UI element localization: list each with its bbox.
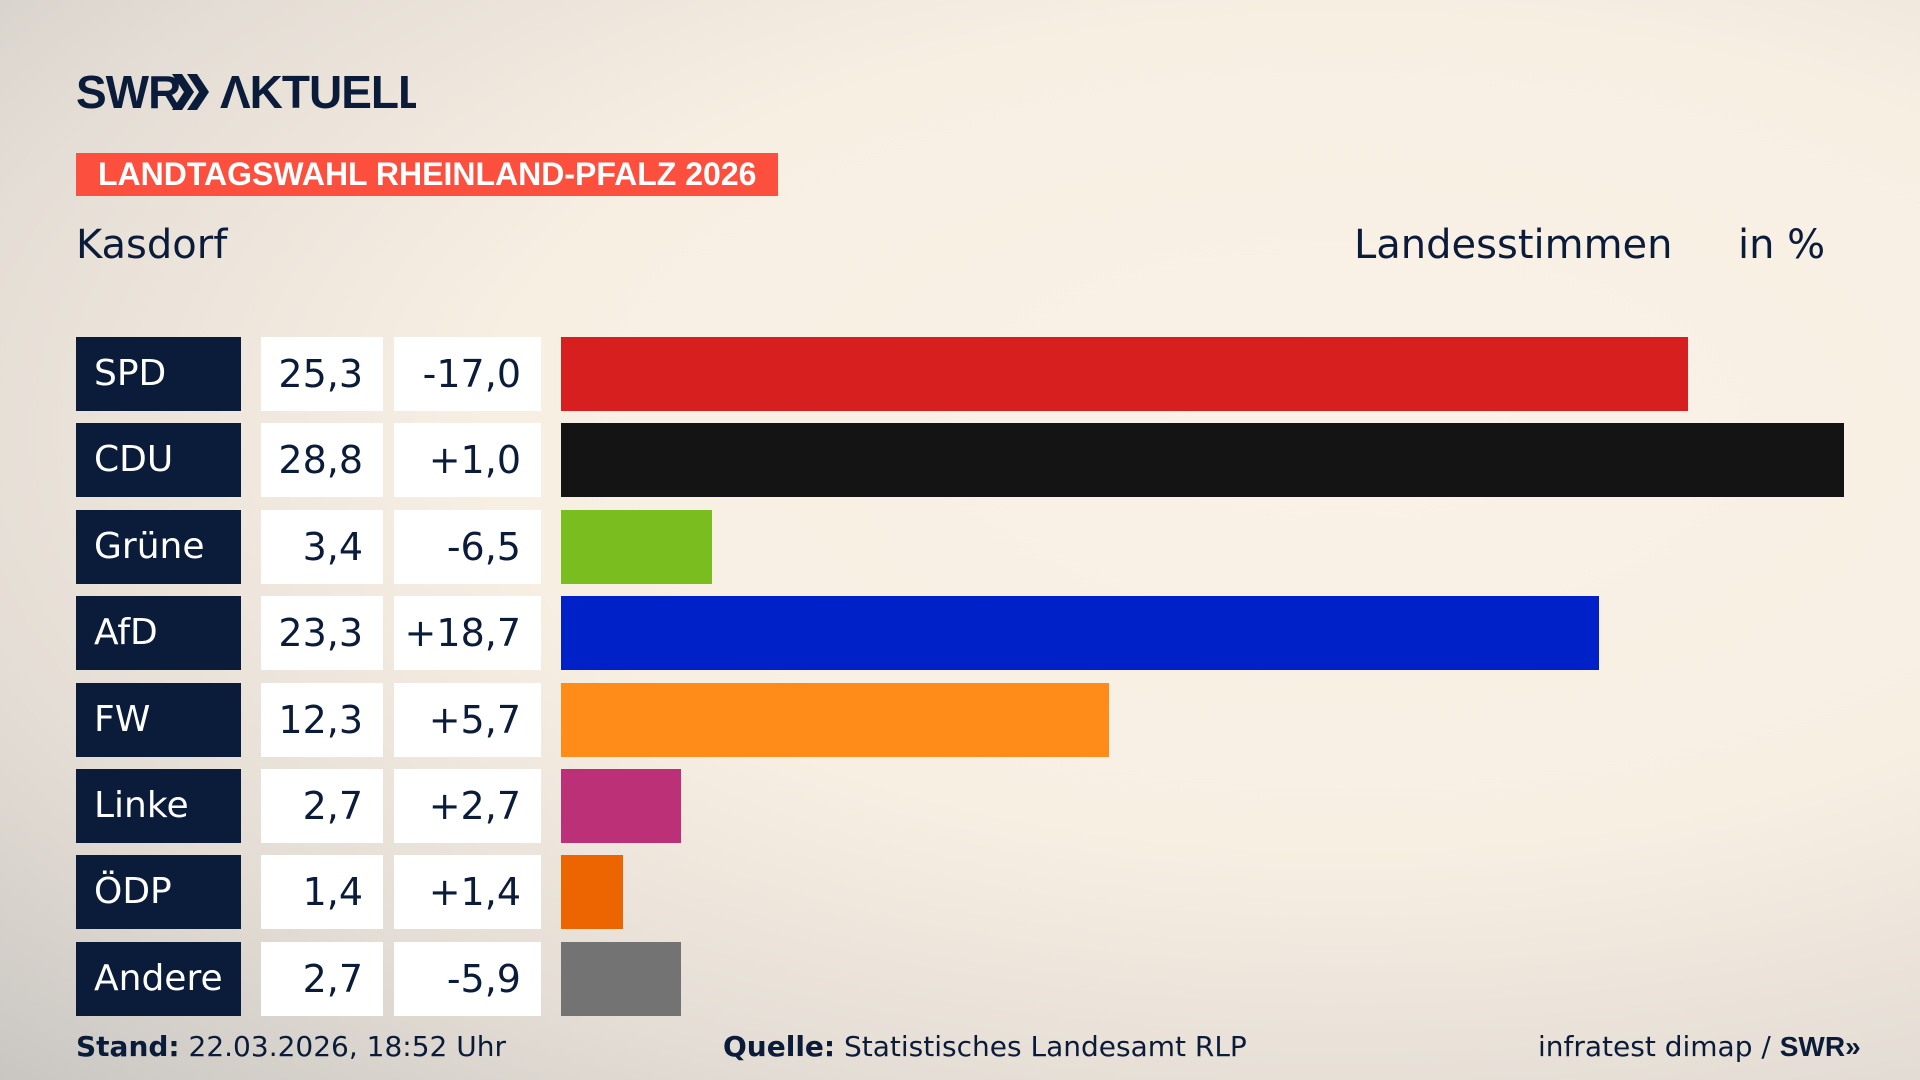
swr-aktuell-logo-graphic: SWR ΛKTUELL xyxy=(76,68,416,114)
change-label: -17,0 xyxy=(394,337,541,411)
stand-value: 22.03.2026, 18:52 Uhr xyxy=(188,1030,506,1063)
swr-footer-logo-text: SWR xyxy=(1779,1031,1846,1062)
vote-share-label: 28,8 xyxy=(261,423,383,498)
credit: infratest dimap / SWR» xyxy=(1538,1030,1861,1063)
election-banner: LANDTAGSWAHL RHEINLAND-PFALZ 2026 xyxy=(76,153,779,196)
change-label: -6,5 xyxy=(394,509,541,584)
vote-share-label: 2,7 xyxy=(261,941,383,1016)
party-label: Andere xyxy=(76,941,241,1016)
svg-text:ΛKTUELL: ΛKTUELL xyxy=(220,68,416,114)
result-bar xyxy=(561,509,713,584)
change-label: +18,7 xyxy=(394,596,541,671)
party-label: Grüne xyxy=(76,509,241,584)
change-label: +5,7 xyxy=(394,682,541,757)
swr-footer-logo: SWR» xyxy=(1779,1031,1861,1062)
change-label: -5,9 xyxy=(394,941,541,1016)
vote-share-label: 25,3 xyxy=(261,337,383,411)
source-value: Statistisches Landesamt RLP xyxy=(844,1030,1247,1063)
party-label: Linke xyxy=(76,769,241,843)
party-label: CDU xyxy=(76,423,241,498)
vote-share-label: 1,4 xyxy=(261,855,383,930)
result-bar xyxy=(561,855,624,930)
vote-type-label: Landesstimmen xyxy=(1354,222,1673,268)
location-title: Kasdorf xyxy=(76,222,228,268)
source-label: Quelle: xyxy=(723,1030,836,1063)
party-label: AfD xyxy=(76,596,241,671)
party-label: ÖDP xyxy=(76,855,241,930)
vote-share-label: 23,3 xyxy=(261,596,383,671)
result-bar xyxy=(561,941,682,1016)
svg-text:SWR: SWR xyxy=(76,68,181,114)
stand-label: Stand: xyxy=(76,1030,180,1063)
result-bar xyxy=(561,423,1844,498)
change-label: +1,4 xyxy=(394,855,541,930)
result-bar xyxy=(561,337,1689,411)
swr-aktuell-logo: SWR ΛKTUELL xyxy=(76,68,416,114)
credit-text: infratest dimap / xyxy=(1538,1030,1771,1063)
vote-share-label: 2,7 xyxy=(261,769,383,843)
result-bar xyxy=(561,682,1109,757)
timestamp: Stand: 22.03.2026, 18:52 Uhr xyxy=(76,1030,506,1063)
party-label: FW xyxy=(76,682,241,757)
vote-share-label: 12,3 xyxy=(261,682,383,757)
change-label: +2,7 xyxy=(394,769,541,843)
change-label: +1,0 xyxy=(394,423,541,498)
result-bar xyxy=(561,769,682,843)
result-bar xyxy=(561,596,1599,671)
party-label: SPD xyxy=(76,337,241,411)
unit-label: in % xyxy=(1738,222,1826,268)
vote-share-label: 3,4 xyxy=(261,509,383,584)
source: Quelle: Statistisches Landesamt RLP xyxy=(723,1030,1247,1063)
